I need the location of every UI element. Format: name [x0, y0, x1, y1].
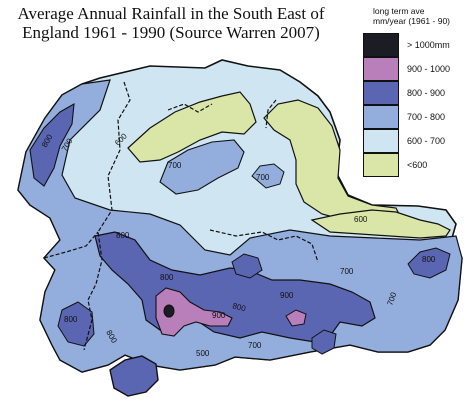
isohyet-label: 800 [116, 231, 130, 240]
legend-swatch [363, 81, 399, 105]
legend-header-line-1: long term ave [373, 6, 425, 16]
legend-swatch [363, 105, 399, 129]
isohyet-labels: 600 700 800 900 700 700 600 800 800 700 … [40, 131, 436, 358]
legend-swatch [363, 129, 399, 153]
legend-swatch [363, 57, 399, 81]
region-lt600-thames [310, 209, 451, 239]
legend-swatch [363, 153, 399, 177]
legend-item: 900 - 1000 [363, 57, 475, 81]
region-800-900-central [231, 253, 263, 279]
legend-item: 700 - 800 [363, 105, 475, 129]
region-800-900-southwest [57, 301, 95, 347]
map-title: Average Annual Rainfall in the South Eas… [6, 4, 336, 42]
region-800-900-weald [311, 329, 337, 355]
legend-item: > 1000mm [363, 33, 475, 57]
legend-label: 600 - 700 [407, 136, 446, 146]
region-900-1000-small [285, 309, 307, 327]
isohyet-label: 800 [422, 255, 436, 264]
legend-item: 800 - 900 [363, 81, 475, 105]
legend-label: 900 - 1000 [407, 64, 451, 74]
isohyet-label: 500 [196, 349, 210, 358]
legend-header-line-2: mm/year (1961 - 90) [373, 16, 450, 26]
legend-label: 700 - 800 [407, 112, 446, 122]
isohyet-label: 600 [354, 215, 368, 224]
legend-item: 600 - 700 [363, 129, 475, 153]
region-over-1000 [163, 304, 175, 318]
legend-label: > 1000mm [407, 40, 450, 50]
region-700-800-small [251, 163, 285, 189]
legend-label: 800 - 900 [407, 88, 446, 98]
legend-label: <600 [407, 160, 428, 170]
region-800-900-isle-of-wight [109, 355, 159, 397]
isohyet-label: 700 [248, 341, 262, 350]
map-title-line-2: England 1961 - 1990 (Source Warren 2007) [22, 23, 320, 42]
isohyet-label: 900 [212, 311, 226, 320]
isohyet-label: 700 [385, 291, 398, 307]
isohyet-label: 700 [256, 173, 270, 182]
county-boundaries [43, 81, 319, 351]
region-lt600-east [263, 99, 401, 223]
region-lt600-north [127, 91, 257, 163]
isohyet-label: 900 [280, 291, 294, 300]
isohyet-label: 800 [160, 273, 174, 282]
legend-item: <600 [363, 153, 475, 177]
region-800-900-west [29, 102, 75, 187]
legend-swatch [363, 33, 399, 57]
region-800-900-kent [407, 247, 451, 279]
map-title-line-1: Average Annual Rainfall in the South Eas… [17, 4, 325, 23]
isohyet-label: 700 [340, 267, 354, 276]
region-900-1000-main [155, 287, 233, 337]
isohyet-label: 700 [168, 161, 182, 170]
isohyet-label: 800 [231, 301, 247, 313]
isohyet-label: 800 [64, 315, 78, 324]
legend-header: long term ave mm/year (1961 - 90) [373, 6, 473, 26]
region-700-800-chilterns [159, 139, 245, 195]
